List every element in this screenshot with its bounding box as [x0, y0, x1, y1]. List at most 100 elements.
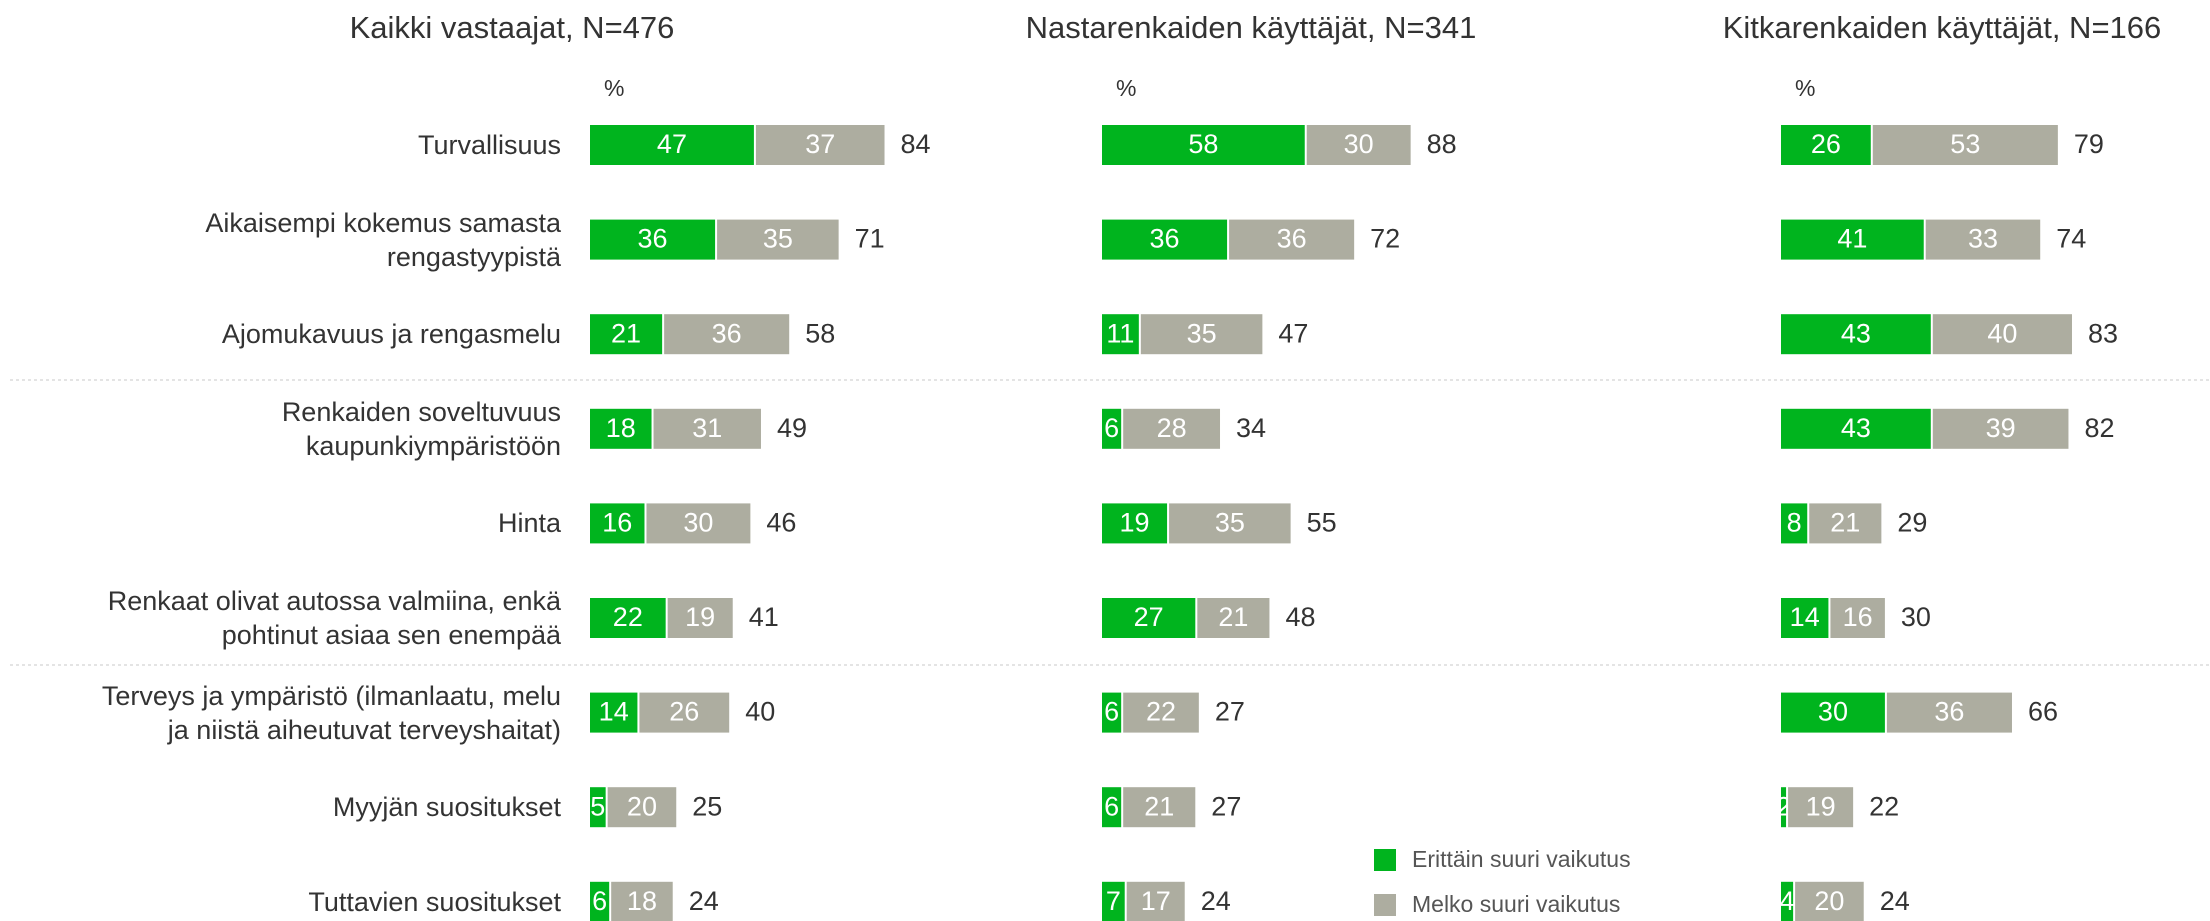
- category-label: Hinta: [497, 508, 561, 539]
- bar-segment: [1781, 881, 1794, 921]
- bar-segment: [1123, 787, 1196, 828]
- bar-segment: [639, 692, 730, 733]
- bar-segment: [1123, 692, 1199, 733]
- bar-segment: [1169, 503, 1291, 544]
- segment-label: 6: [1104, 791, 1119, 821]
- category-label: Aikaisempi kokemus samasta rengastyypist…: [205, 207, 561, 272]
- bar-segment: [590, 408, 652, 449]
- total-label: 22: [1869, 791, 1899, 821]
- bar-segment: [653, 408, 761, 449]
- segment-label: 35: [763, 224, 793, 254]
- bar-segment: [1140, 314, 1263, 355]
- total-label: 58: [805, 318, 835, 348]
- segment-label: 43: [1841, 318, 1871, 348]
- legend-swatch: [1374, 849, 1396, 871]
- bar-segment: [1229, 219, 1355, 260]
- total-label: 72: [1370, 224, 1400, 254]
- segment-label: 6: [1104, 697, 1119, 727]
- total-label: 88: [1427, 129, 1457, 159]
- segment-label: 33: [1968, 224, 1998, 254]
- segment-label: 7: [1106, 886, 1121, 916]
- segment-label: 47: [657, 129, 687, 159]
- bar-segment: [1932, 408, 2069, 449]
- bar-segment: [755, 125, 885, 165]
- bar-segment: [667, 598, 733, 638]
- bar-segment: [1809, 503, 1882, 544]
- bar-segment: [1123, 408, 1221, 449]
- total-label: 30: [1901, 602, 1931, 632]
- bar-segment: [717, 219, 839, 260]
- segment-label: 21: [611, 318, 641, 348]
- segment-label: 21: [1218, 602, 1248, 632]
- total-label: 71: [855, 224, 885, 254]
- segment-label: 18: [606, 413, 636, 443]
- bar-segment: [1795, 881, 1864, 921]
- bar-segment: [1886, 692, 2012, 733]
- bar-segment: [607, 787, 677, 828]
- segment-label: 16: [1843, 602, 1873, 632]
- segment-label: 40: [1987, 318, 2017, 348]
- bar-segment: [590, 219, 716, 260]
- bar-segment: [1102, 219, 1228, 260]
- bar-segment: [611, 881, 673, 921]
- category-label: Turvallisuus: [417, 130, 561, 160]
- bar-segment: [590, 881, 610, 921]
- total-label: 27: [1215, 697, 1245, 727]
- segment-label: 43: [1841, 413, 1871, 443]
- panel-title: Kaikki vastaajat, N=476: [350, 10, 675, 45]
- panel-title: Nastarenkaiden käyttäjät, N=341: [1026, 10, 1477, 45]
- total-label: 55: [1307, 508, 1337, 538]
- bar-segment: [1925, 219, 2041, 260]
- bar-segment: [1781, 125, 1871, 165]
- bar-segment: [1781, 219, 1924, 260]
- bar-segment: [1781, 787, 1787, 828]
- segment-label: 22: [613, 602, 643, 632]
- bar-segment: [1306, 125, 1411, 165]
- unit-label: %: [1795, 75, 1815, 101]
- segment-label: 28: [1157, 413, 1187, 443]
- bar-segment: [590, 503, 645, 544]
- bar-segment: [1781, 503, 1808, 544]
- segment-label: 20: [1814, 886, 1844, 916]
- category-label: Renkaiden soveltuvuus kaupunkiympäristöö…: [281, 396, 561, 461]
- total-label: 82: [2084, 413, 2114, 443]
- category-label: Renkaat olivat autossa valmiina, enkä po…: [107, 586, 561, 650]
- total-label: 79: [2074, 129, 2104, 159]
- segment-label: 6: [1104, 413, 1119, 443]
- segment-label: 26: [669, 697, 699, 727]
- segment-label: 31: [692, 413, 722, 443]
- unit-label: %: [604, 75, 624, 101]
- total-label: 48: [1285, 602, 1315, 632]
- total-label: 34: [1236, 413, 1266, 443]
- segment-label: 21: [1830, 508, 1860, 538]
- segment-label: 4: [1780, 886, 1795, 916]
- segment-label: 2: [1776, 791, 1791, 821]
- bar-segment: [1102, 408, 1122, 449]
- segment-label: 14: [599, 697, 629, 727]
- total-label: 24: [689, 886, 719, 916]
- category-label: Tuttavien suositukset: [308, 886, 561, 917]
- bar-segment: [1102, 787, 1122, 828]
- bar-segment: [1830, 598, 1885, 638]
- segment-label: 19: [685, 602, 715, 632]
- legend-label: Erittäin suuri vaikutus: [1412, 846, 1631, 872]
- segment-label: 19: [1806, 791, 1836, 821]
- bar-segment: [1781, 598, 1829, 638]
- segment-label: 36: [1277, 224, 1307, 254]
- total-label: 24: [1201, 886, 1231, 916]
- segment-label: 5: [590, 791, 605, 821]
- segment-label: 35: [1215, 508, 1245, 538]
- segment-label: 36: [1934, 697, 1964, 727]
- bar-segment: [1781, 408, 1931, 449]
- segment-label: 41: [1837, 224, 1867, 254]
- segment-label: 30: [683, 508, 713, 538]
- bar-segment: [1102, 314, 1139, 355]
- bar-segment: [1102, 598, 1196, 638]
- segment-label: 39: [1986, 413, 2016, 443]
- segment-label: 58: [1188, 129, 1218, 159]
- segment-label: 36: [1150, 224, 1180, 254]
- category-label: Myyjän suositukset: [332, 792, 561, 823]
- total-label: 74: [2056, 224, 2086, 254]
- segment-label: 20: [627, 791, 657, 821]
